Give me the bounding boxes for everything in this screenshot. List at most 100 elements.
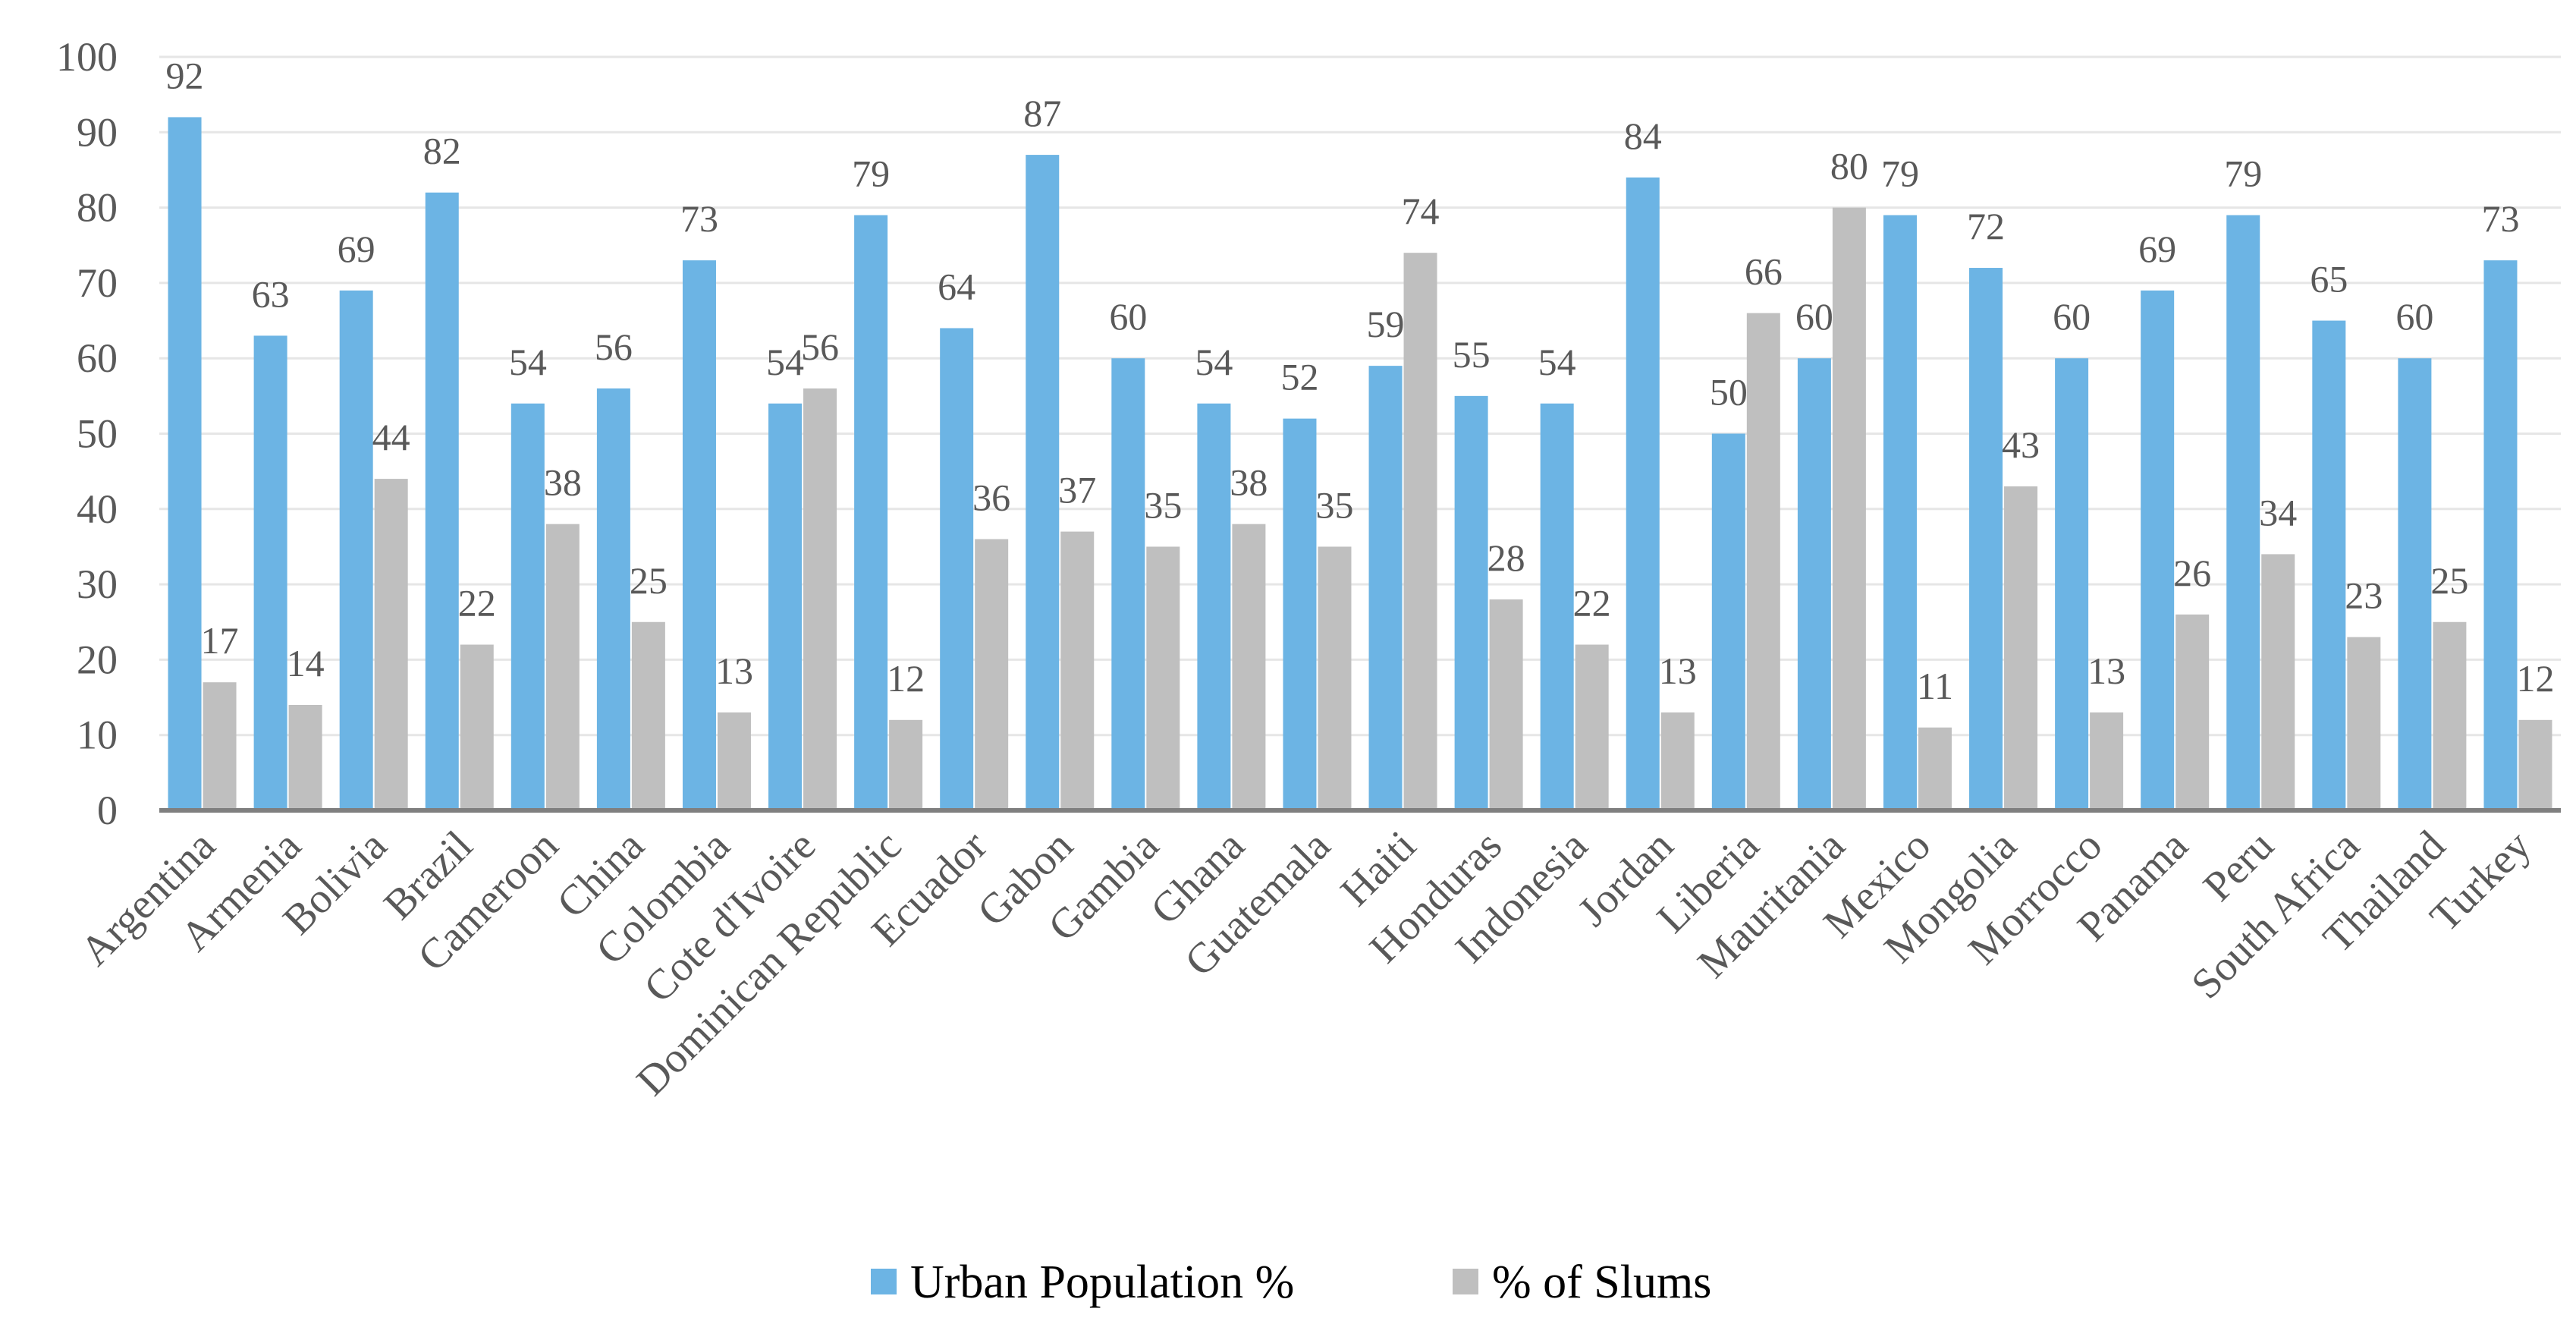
data-label-slums: 26 bbox=[2173, 552, 2211, 594]
data-label-urban-population: 73 bbox=[2481, 197, 2519, 240]
data-label-urban-population: 79 bbox=[852, 153, 890, 195]
y-tick-label: 30 bbox=[77, 561, 118, 607]
bar-urban-population bbox=[1283, 418, 1317, 810]
bar-slums bbox=[803, 388, 837, 810]
data-label-urban-population: 65 bbox=[2310, 258, 2348, 300]
data-label-slums: 17 bbox=[201, 619, 239, 662]
bar-urban-population bbox=[682, 260, 716, 810]
legend: Urban Population % % of Slums bbox=[871, 1257, 1711, 1308]
data-label-urban-population: 73 bbox=[680, 197, 718, 240]
data-label-urban-population: 64 bbox=[938, 265, 975, 307]
y-tick-label: 40 bbox=[77, 486, 118, 532]
bar-urban-population bbox=[253, 335, 287, 810]
bar-slums bbox=[1489, 599, 1523, 810]
bar-slums bbox=[288, 704, 322, 810]
bar-slums bbox=[1746, 313, 1780, 810]
legend-swatch bbox=[1453, 1269, 1478, 1294]
data-label-urban-population: 82 bbox=[423, 130, 461, 172]
bar-urban-population bbox=[1197, 403, 1231, 810]
bar-slums bbox=[1403, 253, 1437, 810]
bar-slums bbox=[1575, 644, 1609, 810]
data-label-slums: 13 bbox=[1659, 650, 1697, 692]
data-label-slums: 80 bbox=[1830, 145, 1868, 187]
bar-urban-population bbox=[2483, 260, 2518, 810]
data-label-urban-population: 69 bbox=[2138, 228, 2176, 270]
x-axis-ticks: ArgentinaArmeniaBoliviaBrazilCameroonChi… bbox=[71, 822, 2540, 1105]
data-label-urban-population: 84 bbox=[1624, 115, 1662, 157]
bar-slums bbox=[1918, 727, 1952, 810]
y-axis-ticks: 0 10 20 30 40 50 60 70 80 90 100 bbox=[56, 34, 118, 833]
data-label-slums: 37 bbox=[1058, 469, 1096, 511]
bar-slums bbox=[2175, 614, 2210, 810]
data-label-urban-population: 56 bbox=[595, 326, 633, 368]
bar-slums bbox=[2347, 637, 2381, 810]
bar-slums bbox=[2004, 486, 2038, 810]
bar-urban-population bbox=[854, 215, 888, 810]
bar-urban-population bbox=[168, 117, 202, 810]
bar-urban-population bbox=[1711, 433, 1745, 810]
bar-slums bbox=[1232, 524, 1266, 810]
bar-urban-population bbox=[1797, 358, 1831, 810]
bar-slums bbox=[203, 682, 237, 810]
data-label-urban-population: 63 bbox=[252, 272, 290, 315]
bar-urban-population bbox=[1111, 358, 1145, 810]
legend-label: Urban Population % bbox=[910, 1257, 1294, 1308]
data-label-slums: 23 bbox=[2345, 574, 2383, 617]
bar-slums bbox=[1318, 546, 1352, 810]
bar-slums bbox=[631, 621, 665, 810]
data-label-urban-population: 69 bbox=[338, 228, 375, 270]
data-label-urban-population: 72 bbox=[1967, 205, 2005, 247]
data-label-slums: 14 bbox=[287, 642, 325, 684]
data-label-slums: 25 bbox=[2430, 559, 2468, 602]
bar-urban-population bbox=[425, 192, 459, 811]
bar-urban-population bbox=[768, 403, 803, 810]
bar-slums bbox=[545, 524, 580, 810]
x-tick-label: Turkey bbox=[2421, 822, 2540, 941]
data-label-slums: 12 bbox=[887, 657, 925, 700]
data-label-urban-population: 60 bbox=[2395, 295, 2433, 338]
data-label-slums: 38 bbox=[544, 461, 582, 504]
data-label-slums: 38 bbox=[1230, 461, 1268, 504]
bar-urban-population bbox=[2226, 215, 2260, 810]
y-tick-label: 20 bbox=[77, 637, 118, 682]
bar-urban-population bbox=[1026, 155, 1060, 811]
bar-urban-population bbox=[1454, 395, 1488, 810]
bar-urban-population bbox=[2141, 290, 2175, 811]
y-tick-label: 80 bbox=[77, 185, 118, 231]
bar-slums bbox=[889, 719, 923, 810]
y-tick-label: 60 bbox=[77, 335, 118, 381]
data-label-slums: 66 bbox=[1745, 250, 1783, 293]
bar-slums bbox=[1060, 531, 1095, 810]
data-label-slums: 35 bbox=[1315, 483, 1353, 526]
bar-urban-population bbox=[940, 328, 974, 811]
data-label-slums: 35 bbox=[1144, 483, 1182, 526]
data-label-urban-population: 54 bbox=[1538, 341, 1576, 383]
data-label-urban-population: 54 bbox=[766, 341, 804, 383]
bar-slums bbox=[1660, 712, 1695, 810]
bar-urban-population bbox=[339, 290, 373, 811]
data-label-urban-population: 79 bbox=[2224, 153, 2262, 195]
bar-urban-population bbox=[2055, 358, 2089, 810]
data-label-slums: 25 bbox=[630, 559, 668, 602]
data-label-slums: 74 bbox=[1402, 190, 1440, 232]
data-label-urban-population: 54 bbox=[509, 341, 547, 383]
bar-slums bbox=[2518, 719, 2552, 810]
bar-urban-population bbox=[2398, 358, 2432, 810]
bar-urban-population bbox=[2312, 320, 2346, 810]
data-label-slums: 22 bbox=[458, 582, 496, 624]
bar-slums bbox=[374, 479, 408, 810]
data-label-urban-population: 52 bbox=[1280, 356, 1318, 398]
data-label-slums: 22 bbox=[1573, 582, 1611, 624]
y-tick-label: 50 bbox=[77, 411, 118, 457]
bar-slums bbox=[975, 539, 1009, 810]
data-label-slums: 36 bbox=[972, 477, 1010, 519]
y-tick-label: 100 bbox=[56, 34, 118, 80]
data-label-slums: 56 bbox=[801, 326, 839, 368]
data-label-slums: 11 bbox=[1917, 665, 1953, 707]
bars bbox=[168, 117, 2552, 811]
data-label-urban-population: 60 bbox=[1795, 295, 1833, 338]
data-label-urban-population: 79 bbox=[1881, 153, 1919, 195]
data-label-slums: 13 bbox=[2088, 650, 2125, 692]
y-tick-label: 90 bbox=[77, 109, 118, 155]
